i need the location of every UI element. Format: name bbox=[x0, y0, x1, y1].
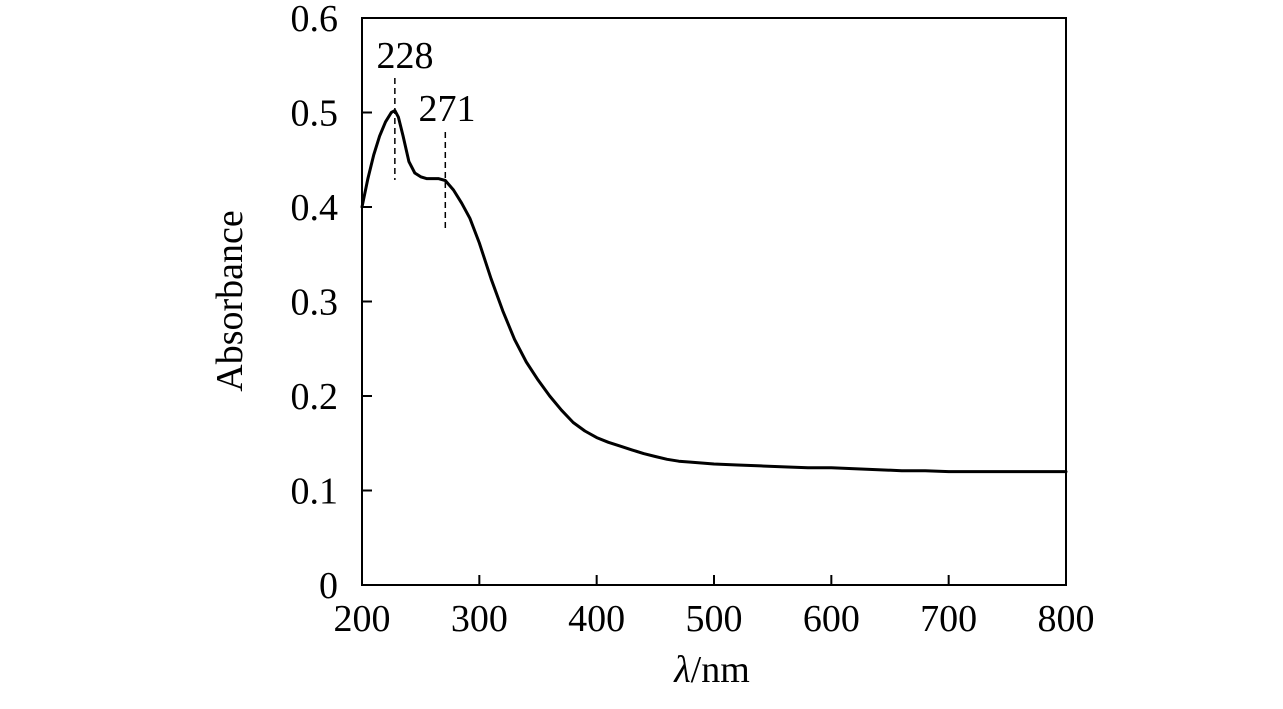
x-tick-label-500: 500 bbox=[686, 598, 743, 640]
x-tick-label-600: 600 bbox=[803, 598, 860, 640]
y-tick-label-0.5: 0.5 bbox=[291, 93, 339, 135]
peak-label-228: 228 bbox=[377, 35, 434, 77]
x-tick-label-300: 300 bbox=[451, 598, 508, 640]
x-axis-unit: /nm bbox=[691, 649, 750, 691]
y-tick-label-0.1: 0.1 bbox=[291, 471, 339, 513]
x-tick-label-400: 400 bbox=[568, 598, 625, 640]
absorbance-curve bbox=[360, 109, 1068, 474]
peak-label-271: 271 bbox=[419, 88, 476, 130]
y-tick-label-0: 0 bbox=[319, 565, 338, 607]
x-axis-symbol: λ bbox=[673, 649, 690, 691]
y-tick-label-0.2: 0.2 bbox=[291, 376, 339, 418]
y-tick-label-0.6: 0.6 bbox=[291, 0, 339, 40]
x-tick-label-200: 200 bbox=[334, 598, 391, 640]
x-tick-label-800: 800 bbox=[1038, 598, 1095, 640]
x-tick-label-700: 700 bbox=[920, 598, 977, 640]
tick-marks bbox=[361, 17, 1067, 586]
x-axis-title: λ/nm bbox=[673, 649, 750, 691]
y-axis-title: Absorbance bbox=[209, 210, 251, 391]
y-tick-label-0.4: 0.4 bbox=[291, 187, 339, 229]
y-tick-label-0.3: 0.3 bbox=[291, 282, 339, 324]
x-tick-labels: 200 300 400 500 600 700 800 bbox=[334, 598, 1095, 640]
y-tick-labels: 0 0.1 0.2 0.3 0.4 0.5 0.6 bbox=[291, 0, 339, 607]
